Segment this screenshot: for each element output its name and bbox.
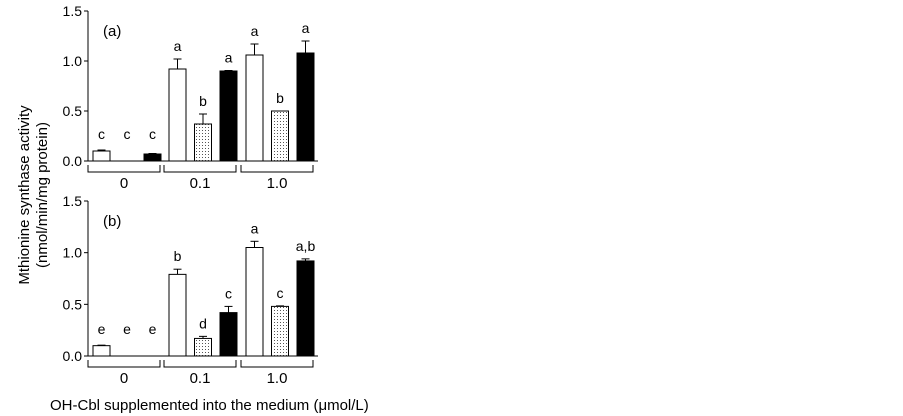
group-bracket (240, 165, 314, 173)
panel-a: 0.0 0.5 1.0 1.5 (a) 0 0.1 1.0 c a a c b b c a a (63, 3, 318, 192)
significance-letter: e (123, 321, 131, 337)
significance-letter: b (174, 248, 182, 264)
bar-dotted (271, 110, 289, 162)
y-tick-label: 1.5 (63, 193, 83, 209)
y-axis-label-line1: Mthionine synthase activity (16, 105, 33, 285)
x-tick-label: 0.1 (190, 175, 211, 192)
significance-letter: a (251, 220, 259, 236)
bar-black (296, 52, 315, 162)
panel-label: (b) (103, 213, 121, 230)
group-bracket (87, 165, 161, 173)
y-tick-label: 0.5 (63, 296, 83, 312)
y-tick-label: 0.5 (63, 103, 83, 119)
x-tick-label: 1.0 (267, 175, 288, 192)
bar-dotted (194, 337, 212, 357)
bar-white (245, 54, 264, 162)
y-tick-label: 0.0 (63, 348, 83, 364)
bar-white (92, 345, 111, 357)
panel-b: 0.0 0.5 1.0 1.5 (b) 0 0.1 1.0 e b a e d c e c a,b (63, 193, 318, 387)
x-tick-label: 0.1 (190, 370, 211, 387)
group-bracket (240, 360, 314, 368)
bar-white (168, 273, 187, 357)
panel-label: (a) (103, 23, 121, 40)
significance-letter: c (124, 126, 131, 142)
significance-letter: a (251, 23, 259, 39)
significance-letter: e (98, 321, 106, 337)
significance-letter: d (199, 315, 207, 331)
group-bracket (163, 165, 237, 173)
bar-white (92, 150, 111, 162)
x-axis-label: OH-Cbl supplemented into the medium (μmo… (50, 397, 369, 414)
bar-white (168, 68, 187, 162)
bar-black (296, 260, 315, 357)
significance-letter: c (225, 285, 232, 301)
group-bracket (87, 360, 161, 368)
group-bracket (163, 360, 237, 368)
y-axis-label-line2: (nmol/min/mg protein) (34, 122, 51, 268)
significance-letter: a (225, 50, 233, 66)
significance-letter: c (277, 285, 284, 301)
y-tick-label: 1.0 (63, 53, 83, 69)
y-tick-label: 1.5 (63, 3, 83, 19)
bar-white (245, 247, 264, 357)
y-tick-label: 0.0 (63, 153, 83, 169)
significance-letter: a (302, 20, 310, 36)
bar-black (219, 312, 238, 357)
significance-letter: c (98, 126, 105, 142)
x-tick-label: 0 (120, 175, 128, 192)
significance-letter: e (149, 321, 157, 337)
significance-letter: b (276, 90, 284, 106)
bar-black (219, 70, 238, 162)
bar-black (143, 153, 162, 162)
significance-letter: a,b (296, 238, 316, 254)
significance-letter: a (174, 38, 182, 54)
bar-dotted (271, 305, 289, 357)
significance-letter: b (199, 93, 207, 109)
x-tick-label: 0 (120, 370, 128, 387)
x-tick-label: 1.0 (267, 370, 288, 387)
significance-letter: c (149, 126, 156, 142)
bar-dotted (194, 123, 212, 162)
y-tick-label: 1.0 (63, 245, 83, 261)
